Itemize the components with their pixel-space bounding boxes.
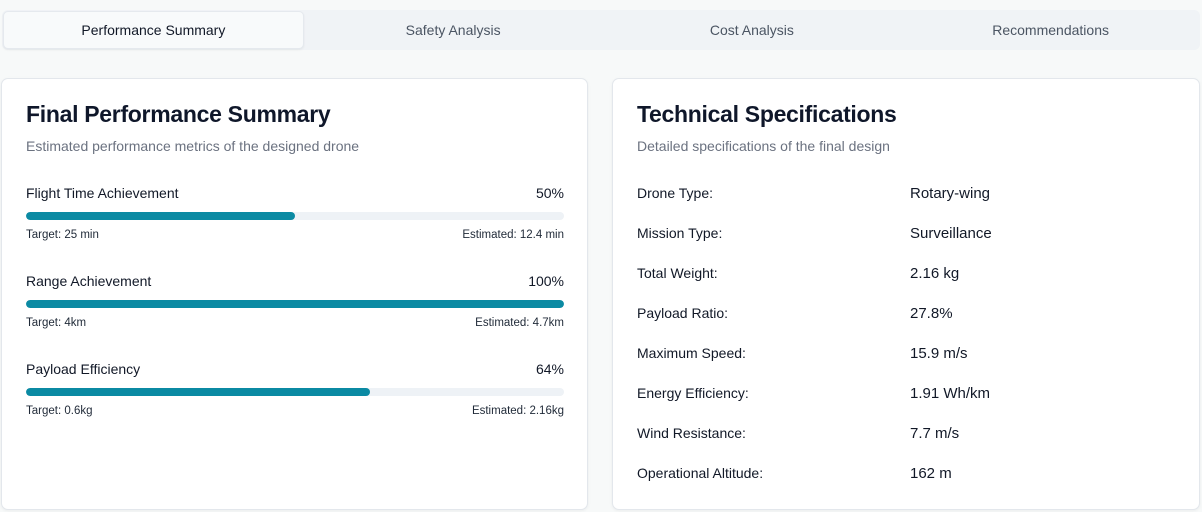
spec-row-payload-ratio: Payload Ratio: 27.8% — [637, 303, 1177, 323]
metric-payload-efficiency: Payload Efficiency 64% Target: 0.6kg Est… — [26, 361, 564, 417]
metric-percent: 100% — [528, 273, 564, 289]
metric-estimated: Estimated: 12.4 min — [462, 229, 564, 241]
progress-fill — [26, 300, 564, 308]
tab-safety-analysis[interactable]: Safety Analysis — [405, 22, 501, 38]
card-title: Technical Specifications — [637, 101, 897, 127]
progress-fill — [26, 212, 295, 220]
spec-row-drone-type: Drone Type: Rotary-wing — [637, 183, 1177, 203]
card-subtitle: Estimated performance metrics of the des… — [26, 138, 360, 154]
spec-value: Surveillance — [910, 224, 992, 242]
metric-label: Range Achievement — [26, 273, 152, 289]
spec-value: 2.16 kg — [910, 264, 960, 282]
spec-row-maximum-speed: Maximum Speed: 15.9 m/s — [637, 343, 1177, 363]
tab-bar: Performance Summary Safety Analysis Cost… — [2, 10, 1200, 50]
metric-estimated: Estimated: 4.7km — [475, 317, 564, 329]
spec-label: Drone Type: — [637, 185, 714, 201]
metric-target: Target: 4km — [26, 317, 87, 329]
spec-row-total-weight: Total Weight: 2.16 kg — [637, 263, 1177, 283]
technical-specifications-card: Technical Specifications Detailed specif… — [612, 78, 1200, 510]
spec-value: 15.9 m/s — [910, 344, 968, 362]
spec-value: 27.8% — [910, 304, 953, 322]
spec-value: 7.7 m/s — [910, 424, 960, 442]
spec-label: Mission Type: — [637, 225, 723, 241]
spec-value: Rotary-wing — [910, 184, 991, 202]
metric-estimated: Estimated: 2.16kg — [471, 405, 564, 417]
card-subtitle: Detailed specifications of the final des… — [637, 138, 890, 154]
metric-flight-time: Flight Time Achievement 50% Target: 25 m… — [26, 185, 564, 241]
metric-target: Target: 25 min — [26, 229, 99, 241]
card-title: Final Performance Summary — [26, 101, 331, 127]
spec-row-energy-efficiency: Energy Efficiency: 1.91 Wh/km — [637, 383, 1177, 403]
progress-bar — [26, 388, 564, 396]
tab-recommendations[interactable]: Recommendations — [992, 22, 1109, 38]
tab-performance-summary[interactable]: Performance Summary — [3, 11, 304, 49]
metric-target: Target: 0.6kg — [26, 405, 93, 417]
tab-cost-analysis[interactable]: Cost Analysis — [709, 22, 794, 38]
progress-bar — [26, 212, 564, 220]
spec-label: Payload Ratio: — [637, 305, 729, 321]
spec-label: Total Weight: — [637, 265, 718, 281]
spec-label: Wind Resistance: — [637, 425, 746, 441]
progress-bar — [26, 300, 564, 308]
metric-range: Range Achievement 100% Target: 4km Estim… — [26, 273, 564, 329]
metric-percent: 64% — [535, 361, 564, 377]
spec-value: 1.91 Wh/km — [910, 384, 991, 402]
spec-label: Maximum Speed: — [637, 345, 746, 361]
progress-fill — [26, 388, 371, 396]
spec-row-operational-altitude: Operational Altitude: 162 m — [637, 463, 1177, 483]
metric-label: Flight Time Achievement — [26, 185, 179, 201]
spec-label: Energy Efficiency: — [637, 385, 749, 401]
spec-row-wind-resistance: Wind Resistance: 7.7 m/s — [637, 423, 1177, 443]
metric-percent: 50% — [535, 185, 564, 201]
spec-value: 162 m — [910, 464, 952, 482]
performance-summary-card: Final Performance Summary Estimated perf… — [1, 78, 588, 510]
metric-label: Payload Efficiency — [26, 361, 141, 377]
spec-row-mission-type: Mission Type: Surveillance — [637, 223, 1177, 243]
spec-label: Operational Altitude: — [637, 465, 764, 481]
